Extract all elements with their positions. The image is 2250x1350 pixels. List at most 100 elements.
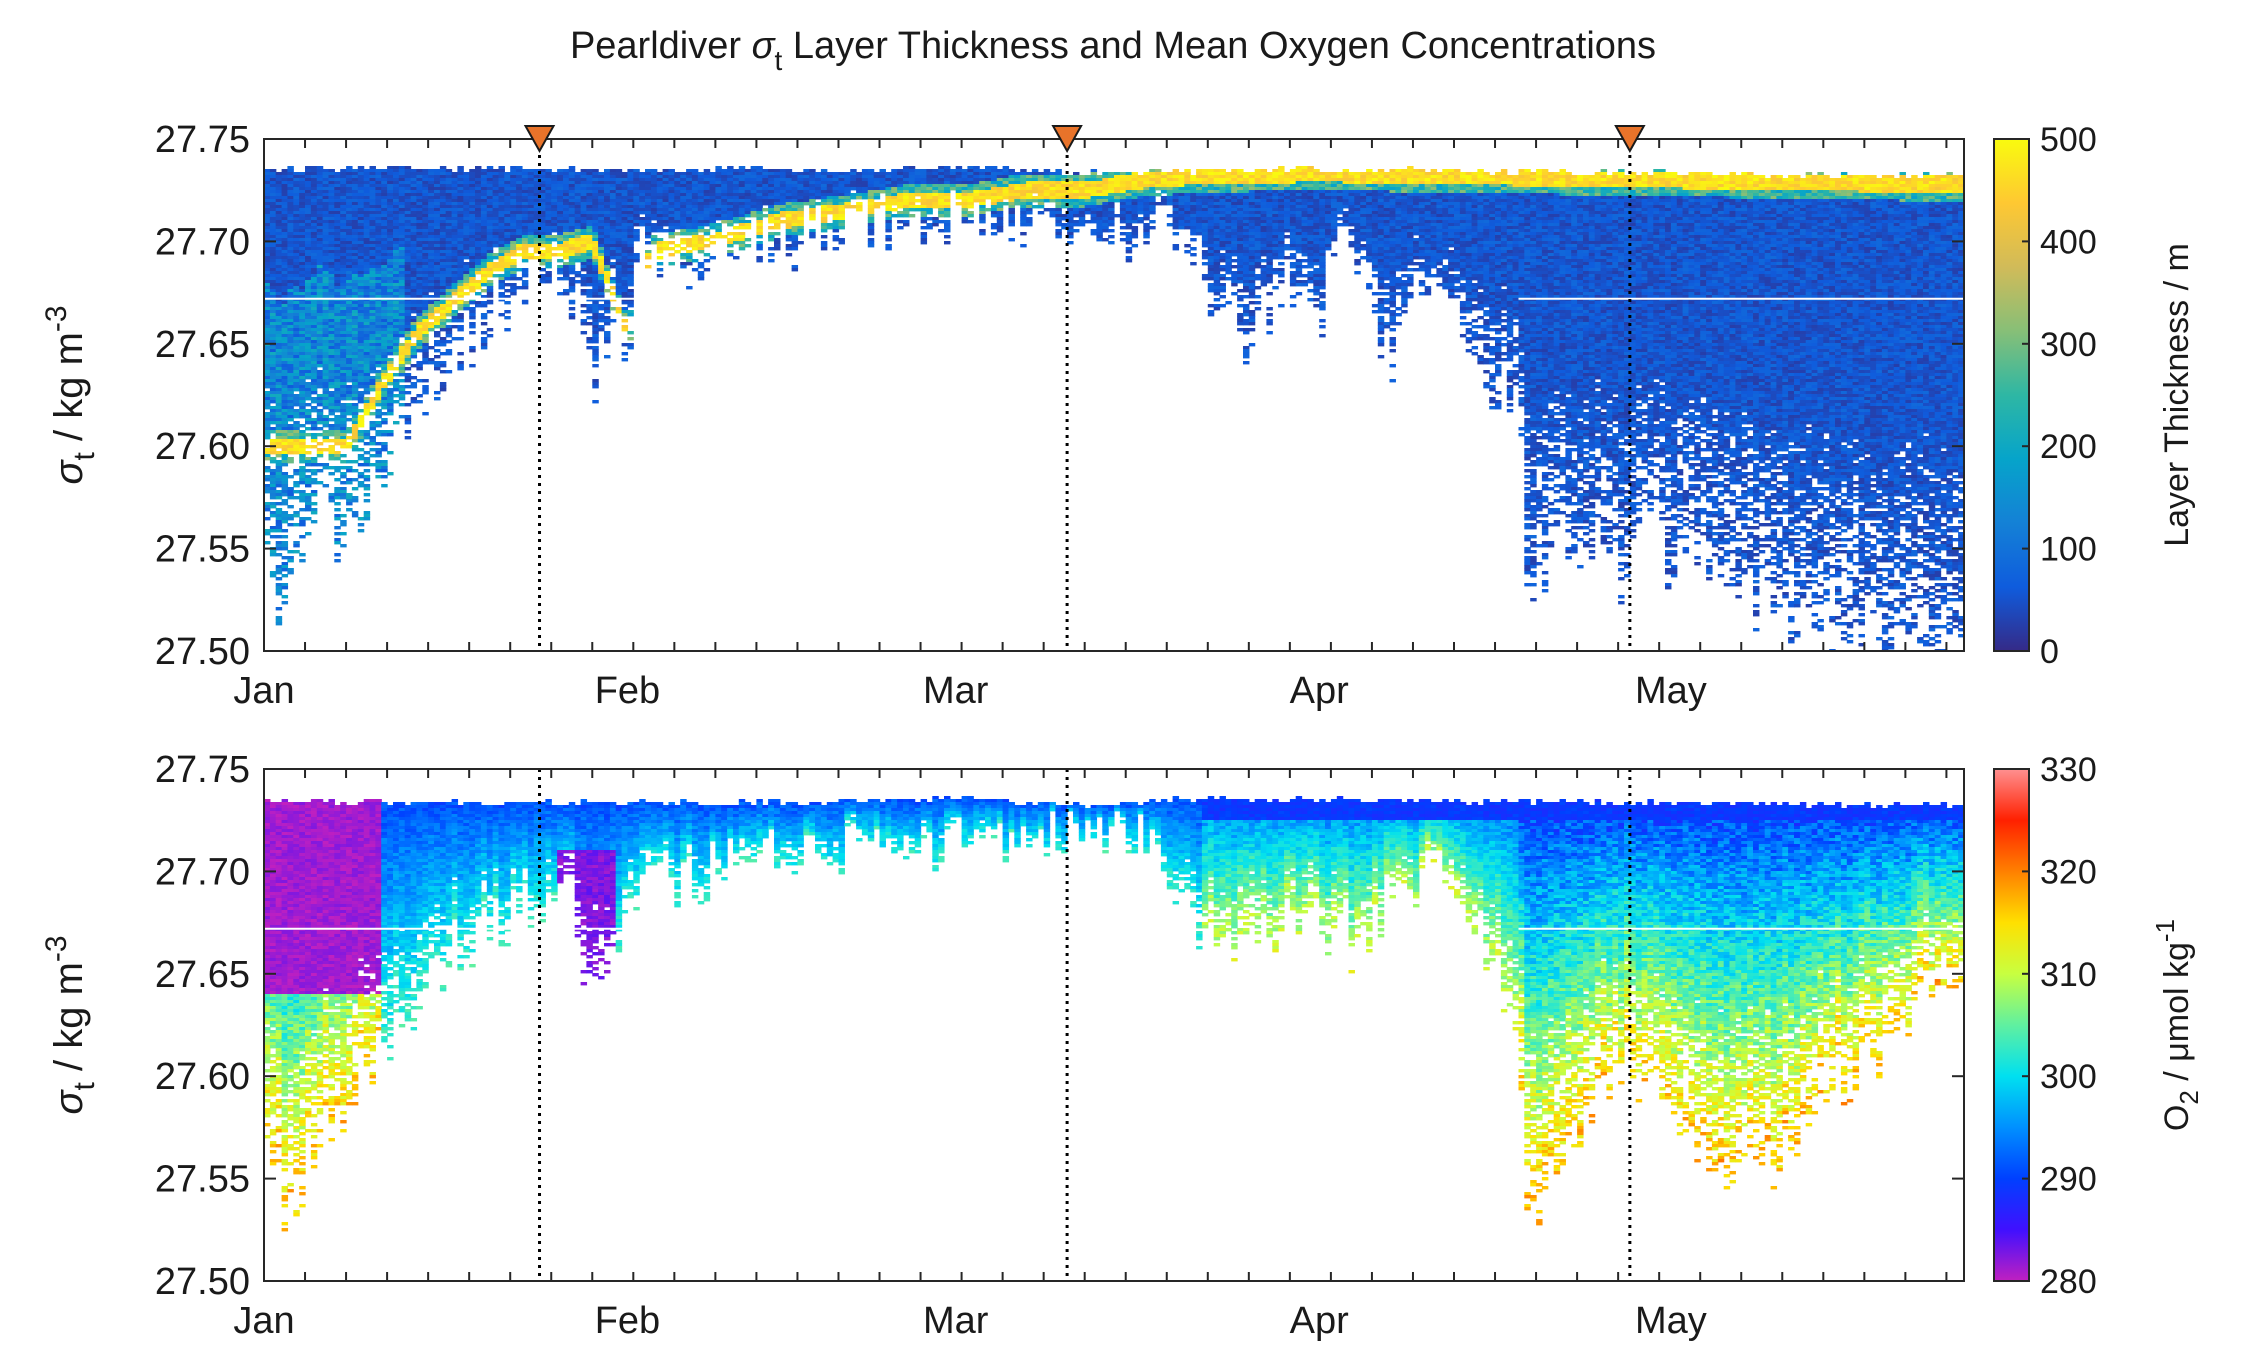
- heatmap-cell: [375, 373, 382, 377]
- heatmap-cell: [305, 370, 312, 374]
- heatmap-cell: [768, 232, 775, 236]
- heatmap-cell: [803, 196, 810, 200]
- heatmap-cell: [275, 304, 283, 308]
- heatmap-cell: [727, 187, 734, 191]
- heatmap-cell: [410, 295, 418, 299]
- heatmap-cell: [469, 247, 476, 251]
- heatmap-cell: [756, 226, 763, 230]
- heatmap-cell: [275, 508, 283, 512]
- heatmap-cell: [275, 544, 283, 548]
- heatmap-cell: [310, 208, 318, 212]
- heatmap-cell: [516, 247, 523, 251]
- heatmap-cell: [328, 445, 335, 449]
- heatmap-cell: [351, 205, 359, 209]
- heatmap-cell: [346, 190, 353, 194]
- heatmap-cell: [580, 319, 588, 323]
- heatmap-cell: [305, 532, 312, 536]
- heatmap-cell: [310, 259, 318, 263]
- heatmap-cell: [410, 301, 418, 305]
- heatmap-cell: [557, 193, 564, 197]
- heatmap-cell: [281, 514, 289, 518]
- heatmap-cell: [275, 520, 283, 524]
- heatmap-cell: [627, 283, 634, 287]
- heatmap-cell: [609, 217, 617, 221]
- heatmap-cell: [621, 211, 629, 215]
- heatmap-cell: [791, 223, 799, 227]
- heatmap-cell: [393, 190, 400, 194]
- heatmap-cell: [744, 208, 752, 212]
- heatmap-cell: [738, 178, 746, 182]
- heatmap-cell: [451, 313, 459, 317]
- heatmap-cell: [615, 244, 623, 248]
- heatmap-cell: [445, 211, 453, 215]
- heatmap-cell: [551, 208, 558, 212]
- heatmap-cell: [281, 367, 289, 371]
- heatmap-cell: [269, 571, 277, 575]
- heatmap-cell: [334, 367, 341, 371]
- heatmap-cell: [574, 181, 582, 185]
- heatmap-cell: [381, 484, 388, 488]
- heatmap-cell: [504, 217, 511, 221]
- heatmap-cell: [563, 190, 570, 194]
- heatmap-cell: [592, 364, 599, 368]
- heatmap-cell: [287, 364, 294, 368]
- heatmap-cell: [486, 295, 494, 299]
- heatmap-cell: [334, 328, 341, 332]
- heatmap-cell: [299, 295, 306, 299]
- heatmap-cell: [351, 199, 359, 203]
- heatmap-cell: [475, 292, 482, 296]
- heatmap-cell: [580, 289, 588, 293]
- heatmap-cell: [404, 220, 412, 224]
- heatmap-cell: [779, 187, 787, 191]
- heatmap-cell: [521, 217, 529, 221]
- heatmap-cell: [269, 301, 277, 305]
- heatmap-cell: [363, 217, 371, 221]
- heatmap-cell: [398, 334, 406, 338]
- heatmap-cell: [275, 274, 283, 278]
- heatmap-cell: [334, 457, 341, 461]
- heatmap-cell: [316, 346, 324, 350]
- heatmap-cell: [363, 259, 371, 263]
- heatmap-cell: [621, 265, 629, 269]
- heatmap-cell: [504, 247, 511, 251]
- heatmap-cell: [451, 250, 459, 254]
- heatmap-cell: [351, 307, 359, 311]
- heatmap-cell: [334, 196, 341, 200]
- heatmap-cell: [310, 367, 318, 371]
- heatmap-cell: [305, 433, 312, 437]
- heatmap-cell: [697, 205, 705, 209]
- heatmap-cell: [533, 178, 541, 182]
- heatmap-cell: [381, 280, 388, 284]
- heatmap-cell: [281, 256, 289, 260]
- heatmap-cell: [756, 166, 763, 170]
- heatmap-cell: [305, 292, 312, 296]
- heatmap-cell: [422, 232, 429, 236]
- heatmap-cell: [650, 235, 658, 239]
- heatmap-cell: [398, 367, 406, 371]
- heatmap-cell: [762, 196, 769, 200]
- heatmap-cell: [340, 433, 347, 437]
- heatmap-cell: [398, 226, 406, 230]
- heatmap-cell: [264, 418, 271, 422]
- heatmap-cell: [516, 184, 523, 188]
- heatmap-cell: [416, 295, 423, 299]
- heatmap-cell: [363, 187, 371, 191]
- heatmap-cell: [322, 217, 330, 221]
- heatmap-cell: [510, 289, 517, 293]
- heatmap-cell: [375, 328, 382, 332]
- heatmap-cell: [346, 265, 353, 269]
- heatmap-cell: [480, 187, 488, 191]
- heatmap-cell: [451, 316, 459, 320]
- heatmap-cell: [340, 340, 347, 344]
- heatmap-cell: [445, 301, 453, 305]
- heatmap-cell: [574, 217, 582, 221]
- heatmap-cell: [275, 271, 283, 275]
- heatmap-cell: [656, 241, 664, 245]
- heatmap-cell: [797, 181, 804, 185]
- heatmap-cell: [715, 205, 722, 209]
- heatmap-cell: [281, 361, 289, 365]
- heatmap-cell: [621, 220, 629, 224]
- heatmap-cell: [774, 193, 781, 197]
- heatmap-cell: [686, 169, 693, 173]
- heatmap-cell: [434, 217, 441, 221]
